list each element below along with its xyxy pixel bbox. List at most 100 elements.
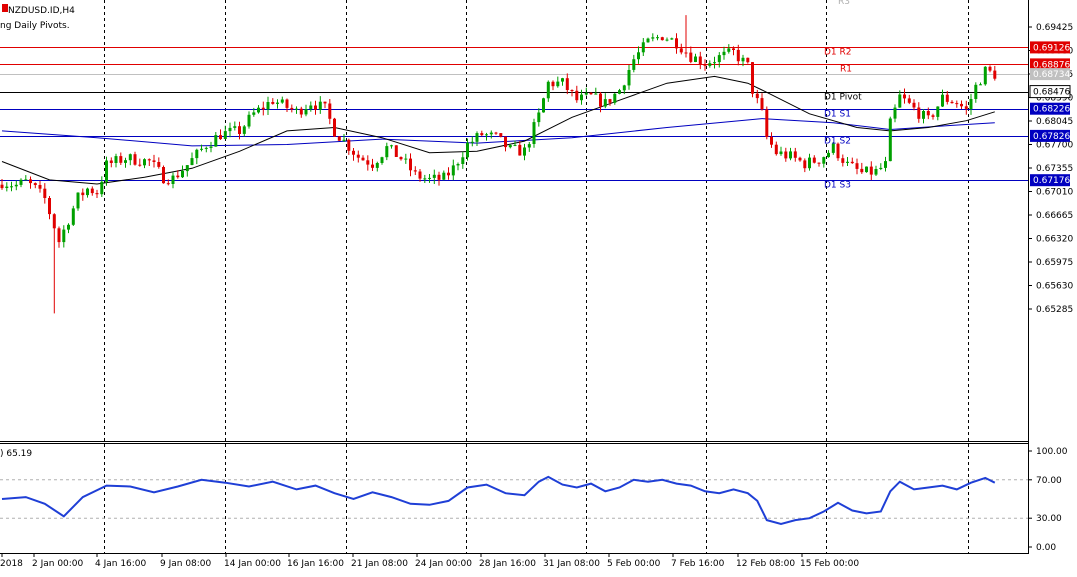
candle-body bbox=[537, 112, 541, 123]
time-tick-label: 31 Jan 08:00 bbox=[543, 559, 600, 569]
candle-body bbox=[622, 85, 626, 91]
candle-body bbox=[760, 98, 764, 110]
candle-body bbox=[124, 160, 127, 163]
candle-body bbox=[732, 48, 735, 50]
symbol-marker-icon bbox=[2, 4, 8, 12]
pivot-lines bbox=[0, 47, 1028, 181]
candle-body bbox=[888, 118, 892, 162]
candle-body bbox=[627, 70, 631, 86]
candle-body bbox=[907, 98, 911, 103]
candle-body bbox=[394, 145, 398, 157]
fast-moving-average-line bbox=[1, 75, 995, 185]
candle-body bbox=[242, 126, 246, 134]
candle-body bbox=[789, 151, 792, 159]
candle-body bbox=[290, 107, 294, 110]
candle-body bbox=[447, 172, 450, 176]
candle-body bbox=[399, 157, 403, 160]
candle-body bbox=[57, 228, 61, 243]
pivot-price-tag-bg bbox=[1030, 58, 1070, 71]
price-axis-tags: 0.69126 0.68876 0.68476 0.68226 0.67826 0.671… bbox=[1029, 41, 1071, 187]
time-tick-label: 14 Jan 00:00 bbox=[224, 559, 281, 569]
candle-body bbox=[746, 57, 750, 63]
pivot-price-tag-bg bbox=[1029, 85, 1071, 99]
pivot-level-name: D1 S1 bbox=[824, 110, 851, 120]
time-tick-label: 7 Feb 16:00 bbox=[671, 559, 725, 569]
pivot-level-name: D1 S3 bbox=[824, 181, 851, 191]
candle-body bbox=[24, 179, 28, 181]
candle-body bbox=[147, 159, 151, 161]
candle-body bbox=[798, 157, 802, 161]
candle-body bbox=[489, 132, 493, 135]
time-tick-label: 5 Feb 00:00 bbox=[607, 559, 661, 569]
candle-body bbox=[347, 139, 351, 151]
candle-body bbox=[266, 102, 270, 110]
candle-body bbox=[632, 59, 636, 70]
candle-body bbox=[437, 174, 441, 180]
candle-body bbox=[385, 146, 389, 158]
candle-body bbox=[276, 102, 279, 104]
candle-body bbox=[233, 126, 237, 128]
candle-body bbox=[342, 139, 346, 141]
time-tick-label: 2018 bbox=[0, 559, 23, 569]
candle-body bbox=[518, 144, 522, 156]
rsi-panel[interactable] bbox=[0, 441, 1029, 554]
candle-body bbox=[138, 164, 142, 166]
candle-body bbox=[375, 163, 379, 168]
candle-body bbox=[903, 94, 906, 99]
candle-body bbox=[684, 52, 688, 54]
pivot-price-tag: 0.69126 bbox=[1033, 43, 1070, 53]
symbol-label: NZDUSD.ID,H4 bbox=[8, 6, 75, 16]
price-tick-label: 0.67355 bbox=[1036, 164, 1073, 174]
candle-body bbox=[860, 168, 864, 173]
candle-body bbox=[361, 157, 365, 161]
candle-body bbox=[166, 183, 170, 185]
pivot-price-tag: 0.68226 bbox=[1033, 105, 1070, 115]
candle-body bbox=[195, 149, 199, 159]
candle-body bbox=[309, 105, 313, 110]
candle-body bbox=[152, 160, 156, 162]
candle-body bbox=[532, 122, 536, 144]
candle-body bbox=[523, 147, 526, 156]
candle-body bbox=[917, 107, 921, 119]
candle-body bbox=[936, 106, 940, 117]
candle-body bbox=[371, 164, 374, 168]
candle-body bbox=[261, 107, 265, 110]
candle-body bbox=[898, 94, 902, 108]
candle-body bbox=[922, 111, 925, 119]
time-tick-label: 16 Jan 16:00 bbox=[287, 559, 344, 569]
candle-body bbox=[651, 37, 655, 39]
time-tick-label: 9 Jan 08:00 bbox=[160, 559, 212, 569]
candle-body bbox=[694, 56, 697, 62]
candle-body bbox=[413, 170, 417, 172]
candle-body bbox=[485, 134, 488, 136]
candle-body bbox=[380, 157, 384, 163]
candle-body bbox=[855, 163, 859, 169]
candle-body bbox=[466, 142, 469, 158]
candle-body bbox=[228, 127, 232, 132]
candle-body bbox=[865, 166, 868, 173]
candle-body bbox=[713, 62, 716, 64]
time-tick-label: 28 Jan 16:00 bbox=[479, 559, 536, 569]
pivot-price-tag-bg bbox=[1030, 129, 1070, 142]
candle-body bbox=[646, 38, 650, 43]
candle-body bbox=[318, 101, 322, 110]
pivot-price-tag: 0.68876 bbox=[1033, 60, 1070, 70]
candle-body bbox=[722, 51, 726, 56]
candle-body bbox=[323, 101, 327, 104]
candle-body bbox=[736, 49, 740, 62]
candle-body bbox=[551, 81, 555, 87]
candle-body bbox=[774, 144, 778, 155]
candle-body bbox=[765, 109, 769, 137]
rsi-tick-label: 30.00 bbox=[1036, 514, 1062, 524]
candle-body bbox=[494, 132, 498, 134]
candle-body bbox=[755, 93, 759, 99]
candle-body bbox=[983, 66, 987, 85]
candle-body bbox=[333, 118, 336, 137]
candle-body bbox=[945, 94, 949, 102]
candle-body bbox=[846, 161, 849, 163]
candle-body bbox=[328, 103, 332, 119]
pivot-level-name: D1 S2 bbox=[824, 137, 851, 147]
candle-body bbox=[779, 151, 783, 155]
